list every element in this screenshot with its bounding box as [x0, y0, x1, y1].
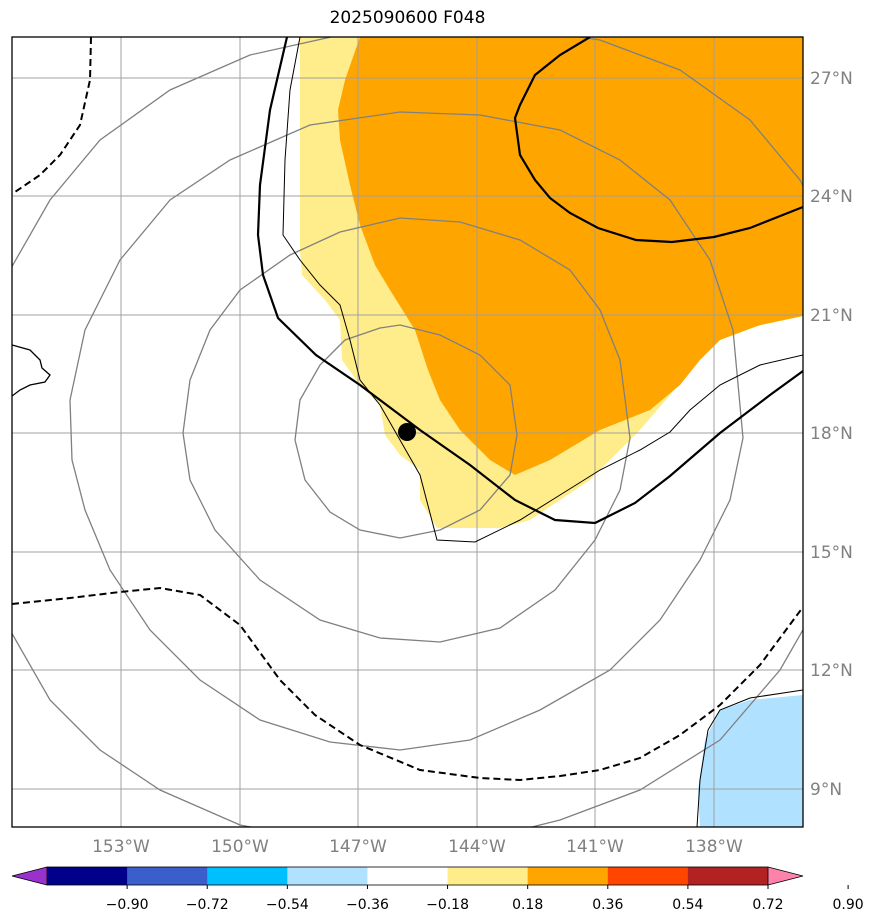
colorbar-low-extension	[12, 867, 47, 885]
colorbar-segment	[287, 867, 368, 885]
colorbar-segment	[527, 867, 609, 885]
colorbar-label: −0.90	[106, 897, 149, 913]
thick-black-contour	[256, 37, 803, 525]
thick-black-contour-north	[513, 37, 803, 244]
latitude-labels: 27°N 24°N 21°N 18°N 15°N 12°N 9°N	[810, 69, 853, 800]
colorbar: −0.90 −0.72 −0.54 −0.36 −0.18 0.18 0.36 0.54 0.7…	[11, 866, 864, 913]
dashed-contour-northwest	[12, 37, 92, 195]
lon-label: 144°W	[448, 837, 506, 857]
colorbar-label: 0.90	[833, 897, 864, 913]
lat-label: 18°N	[810, 424, 853, 444]
thin-black-contour-southeast	[696, 689, 803, 827]
lon-label: 147°W	[329, 837, 387, 857]
colorbar-segment	[687, 867, 769, 885]
colorbar-label: −0.36	[346, 897, 389, 913]
graticule	[12, 37, 803, 827]
colorbar-high-extension	[768, 867, 803, 885]
lat-label: 21°N	[810, 306, 853, 326]
lon-label: 141°W	[566, 837, 624, 857]
colorbar-segment	[47, 867, 128, 885]
map-title: 2025090600 F048	[329, 8, 486, 28]
colorbar-label: 0.18	[512, 897, 543, 913]
colorbar-frame	[46, 866, 769, 886]
longitude-labels: 153°W 150°W 147°W 144°W 141°W 138°W	[92, 837, 743, 857]
orange-anomaly-area	[338, 37, 803, 475]
colorbar-label: 0.36	[592, 897, 623, 913]
dashed-contour-south	[12, 586, 803, 782]
colorbar-segment	[607, 867, 689, 885]
storm-center-marker	[398, 423, 416, 441]
thin-black-contour	[282, 37, 803, 543]
island-coastline	[12, 344, 51, 397]
map-frame	[11, 36, 804, 828]
lat-label: 27°N	[810, 69, 853, 89]
colorbar-segment	[127, 867, 208, 885]
lon-label: 138°W	[685, 837, 743, 857]
colorbar-label: 0.72	[752, 897, 783, 913]
lat-label: 9°N	[810, 780, 842, 800]
colorbar-segment	[207, 867, 288, 885]
colorbar-segment	[367, 867, 449, 885]
lon-label: 153°W	[92, 837, 150, 857]
light-blue-anomaly-area	[698, 695, 803, 827]
colorbar-segment	[447, 867, 529, 885]
colorbar-label: −0.72	[186, 897, 229, 913]
colorbar-label: 0.54	[672, 897, 703, 913]
lon-label: 150°W	[211, 837, 269, 857]
colorbar-label: −0.18	[426, 897, 469, 913]
colorbar-label: −0.54	[266, 897, 309, 913]
colorbar-extension-outline	[11, 866, 804, 886]
lat-label: 15°N	[810, 543, 853, 563]
lat-label: 24°N	[810, 187, 853, 207]
lat-label: 12°N	[810, 661, 853, 681]
